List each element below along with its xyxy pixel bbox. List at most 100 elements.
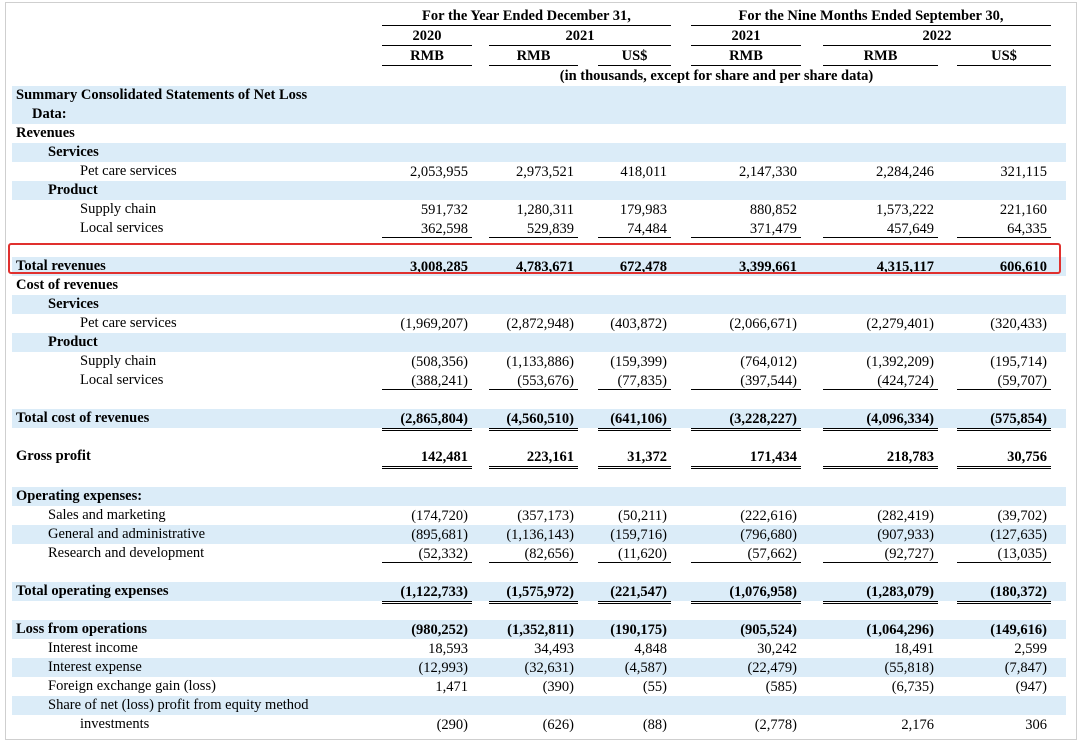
row-label-investments: investments <box>80 716 150 732</box>
table-cell: 4,783,671 <box>516 259 574 275</box>
header-year-2021-annual: 2021 <box>489 28 671 46</box>
table-cell: (92,727) <box>823 545 938 563</box>
header-currency-col2: RMB <box>489 48 578 66</box>
table-cell: 606,610 <box>999 259 1047 275</box>
row-label-interest-income: Interest income <box>48 640 138 656</box>
table-cell: (174,720) <box>411 508 468 524</box>
table-cell: (4,560,510) <box>489 410 578 431</box>
table-cell: (1,064,296) <box>866 622 934 638</box>
table-row <box>12 525 1066 544</box>
table-cell: (403,872) <box>610 316 667 332</box>
table-cell: (6,735) <box>891 679 934 695</box>
table-cell: (357,173) <box>517 508 574 524</box>
row-label-foreign-exchange-gain-loss: Foreign exchange gain (loss) <box>48 678 216 694</box>
table-cell: (2,872,948) <box>506 316 574 332</box>
table-row <box>12 409 1066 428</box>
table-cell: (1,575,972) <box>489 583 578 604</box>
table-cell: (12,993) <box>418 660 468 676</box>
table-cell: (3,228,227) <box>691 410 801 431</box>
table-row <box>12 696 1066 715</box>
header-nine-month-group: For the Nine Months Ended September 30, <box>691 8 1051 26</box>
table-cell: (282,419) <box>877 508 934 524</box>
row-label-services: Services <box>48 144 99 160</box>
row-label-cost-of-revenues: Cost of revenues <box>16 277 119 293</box>
table-cell: (159,399) <box>610 354 667 370</box>
table-cell: (947) <box>1015 679 1047 695</box>
table-cell: (11,620) <box>598 545 671 563</box>
table-cell: (1,392,209) <box>866 354 934 370</box>
row-label-sales-and-marketing: Sales and marketing <box>48 507 166 523</box>
table-cell: (508,356) <box>411 354 468 370</box>
row-label-services: Services <box>48 296 99 312</box>
table-cell: 1,280,311 <box>516 202 574 218</box>
row-label-loss-from-operations: Loss from operations <box>16 621 148 637</box>
row-label-total-operating-expenses: Total operating expenses <box>16 583 169 599</box>
row-label-interest-expense: Interest expense <box>48 659 142 675</box>
table-cell: (895,681) <box>411 527 468 543</box>
header-year-group: For the Year Ended December 31, <box>382 8 671 26</box>
table-cell: (55,818) <box>884 660 934 676</box>
document-frame <box>5 2 1077 740</box>
table-cell: (32,631) <box>524 660 574 676</box>
table-cell: (1,283,079) <box>823 583 938 604</box>
table-cell: 371,479 <box>691 220 801 238</box>
table-cell: 18,593 <box>428 641 468 657</box>
table-row <box>12 428 1066 447</box>
table-row <box>12 257 1066 276</box>
table-cell: (796,680) <box>740 527 797 543</box>
table-cell: (641,106) <box>598 410 671 431</box>
table-cell: (1,133,886) <box>506 354 574 370</box>
row-label-revenues: Revenues <box>16 125 75 141</box>
table-cell: 362,598 <box>382 220 472 238</box>
table-cell: (2,279,401) <box>866 316 934 332</box>
table-cell: 179,983 <box>619 202 667 218</box>
table-row <box>12 105 1066 124</box>
table-cell: (77,835) <box>598 372 671 390</box>
table-cell: (424,724) <box>823 372 938 390</box>
table-cell: (575,854) <box>957 410 1051 431</box>
row-label-total-revenues: Total revenues <box>16 258 106 274</box>
table-cell: (57,662) <box>691 545 801 563</box>
table-cell: (221,547) <box>598 583 671 604</box>
table-cell: 2,147,330 <box>739 164 797 180</box>
table-cell: 30,242 <box>757 641 797 657</box>
table-row <box>12 601 1066 620</box>
table-cell: 34,493 <box>534 641 574 657</box>
table-row <box>12 582 1066 601</box>
row-label-pet-care-services: Pet care services <box>80 163 177 179</box>
table-cell: (764,012) <box>740 354 797 370</box>
row-label-supply-chain: Supply chain <box>80 201 157 217</box>
table-cell: 18,491 <box>894 641 934 657</box>
table-cell: 223,161 <box>489 448 578 469</box>
table-cell: 221,160 <box>999 202 1047 218</box>
row-label-summary-consolidated-statements-of-net-loss: Summary Consolidated Statements of Net L… <box>16 87 308 103</box>
table-cell: 142,481 <box>382 448 472 469</box>
table-cell: 31,372 <box>598 448 671 469</box>
table-cell: 3,399,661 <box>739 259 797 275</box>
table-cell: 2,599 <box>1014 641 1047 657</box>
table-cell: 2,053,955 <box>410 164 468 180</box>
row-label-gross-profit: Gross profit <box>16 448 91 464</box>
table-cell: (180,372) <box>957 583 1051 604</box>
table-cell: (907,933) <box>877 527 934 543</box>
table-row <box>12 563 1066 582</box>
table-row <box>12 295 1066 314</box>
table-cell: (82,656) <box>489 545 578 563</box>
table-cell: (4,587) <box>624 660 667 676</box>
table-row <box>12 86 1066 105</box>
table-cell: 1,573,222 <box>876 202 934 218</box>
table-cell: 218,783 <box>823 448 938 469</box>
table-cell: (388,241) <box>382 372 472 390</box>
table-row <box>12 658 1066 677</box>
table-cell: 672,478 <box>619 259 667 275</box>
table-cell: 418,011 <box>620 164 667 180</box>
table-cell: (39,702) <box>997 508 1047 524</box>
table-cell: 457,649 <box>823 220 938 238</box>
table-cell: 4,848 <box>634 641 667 657</box>
table-cell: (88) <box>642 717 667 733</box>
table-cell: (4,096,334) <box>823 410 938 431</box>
header-currency-col5: RMB <box>823 48 938 66</box>
table-row <box>12 620 1066 639</box>
row-label-supply-chain: Supply chain <box>80 353 157 369</box>
table-cell: (320,433) <box>990 316 1047 332</box>
